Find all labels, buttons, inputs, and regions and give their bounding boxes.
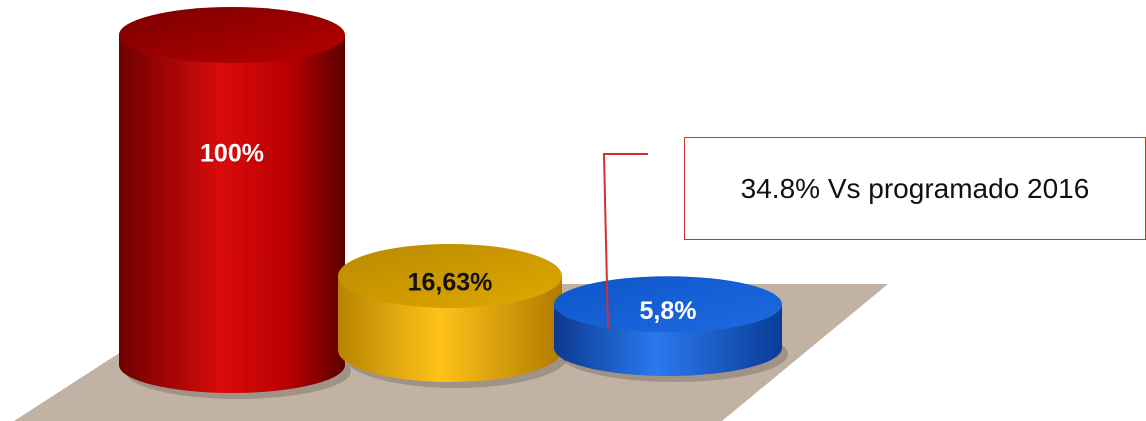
annotation-text: 34.8% Vs programado 2016 (740, 172, 1090, 204)
bar-top (554, 276, 782, 333)
bar-body (119, 35, 345, 393)
bar-data-label: 16,63% (408, 269, 493, 297)
bar-2: 16,63% (338, 243, 568, 388)
callout-leader-line (602, 153, 648, 331)
bar-top (119, 7, 345, 63)
bar-1: 100% (119, 7, 351, 399)
bars-group: 100% 16,63% 5,8% (119, 7, 788, 399)
bar-data-label: 5,8% (640, 297, 697, 325)
bar-top (338, 243, 562, 308)
bar-3: 5,8% (554, 276, 788, 382)
annotation-callout: 34.8% Vs programado 2016 (684, 137, 1146, 240)
bar-data-label: 100% (200, 140, 264, 168)
